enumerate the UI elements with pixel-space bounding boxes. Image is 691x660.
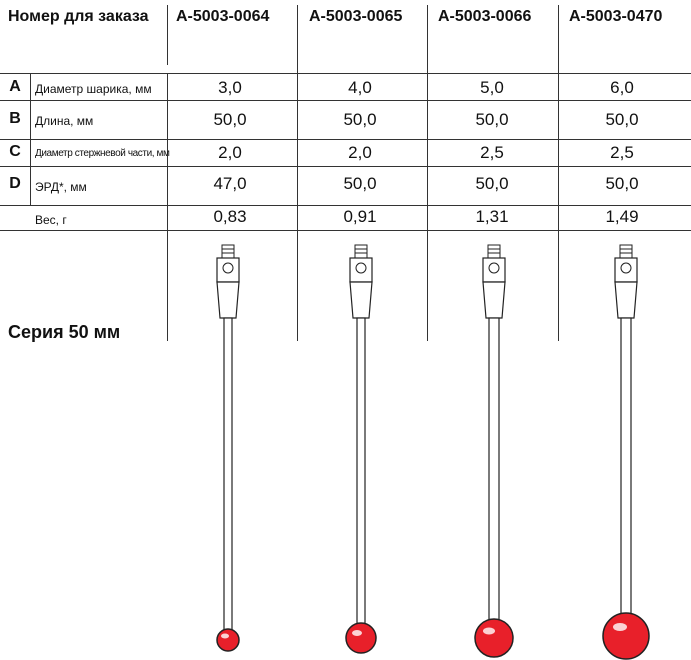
row-label-weight: Вес, г	[35, 213, 67, 227]
divider-v-2	[427, 5, 428, 341]
cell-c-2: 2,0	[348, 143, 372, 162]
cell-a-2: 4,0	[348, 78, 372, 97]
rule-3	[0, 166, 691, 167]
row-label-d: ЭРД*, мм	[35, 180, 87, 194]
row-letter-c: C	[9, 143, 21, 160]
divider-v-3	[558, 5, 559, 341]
row-letter-d: D	[9, 175, 21, 192]
row-letter-b: B	[9, 110, 21, 127]
rule-2	[0, 139, 691, 140]
col-header-4: A-5003-0470	[569, 8, 663, 25]
cell-b-4: 50,0	[605, 110, 639, 129]
divider-v-1	[297, 5, 298, 341]
row-letter-a: A	[9, 78, 21, 95]
col-header-2: A-5003-0065	[309, 8, 403, 25]
row-label-a: Диаметр шарика, мм	[35, 82, 152, 96]
col-header-3: A-5003-0066	[438, 8, 532, 25]
col-header-1: A-5003-0064	[176, 8, 270, 25]
rule-4	[0, 205, 691, 206]
stylus-illustration-2	[345, 244, 377, 654]
row-label-c: Диаметр стержневой части, мм	[35, 148, 170, 159]
cell-d-4: 50,0	[605, 174, 639, 193]
cell-a-4: 6,0	[610, 78, 634, 97]
cell-c-3: 2,5	[480, 143, 504, 162]
cell-b-1: 50,0	[213, 110, 247, 129]
cell-c-1: 2,0	[218, 143, 242, 162]
cell-c-4: 2,5	[610, 143, 634, 162]
rule-top	[0, 73, 691, 74]
series-label: Серия 50 мм	[8, 322, 121, 342]
cell-d-1: 47,0	[213, 174, 247, 193]
cell-weight-4: 1,49	[605, 207, 639, 226]
stylus-illustration-4	[602, 244, 650, 660]
stylus-illustration-3	[474, 244, 514, 658]
cell-a-1: 3,0	[218, 78, 242, 97]
cell-d-2: 50,0	[343, 174, 377, 193]
cell-d-3: 50,0	[475, 174, 509, 193]
cell-b-3: 50,0	[475, 110, 509, 129]
cell-a-3: 5,0	[480, 78, 504, 97]
order-number-label: Номер для заказа	[8, 8, 149, 25]
row-label-b: Длина, мм	[35, 114, 94, 128]
cell-weight-1: 0,83	[213, 207, 247, 226]
divider-v-series	[167, 205, 168, 341]
divider-v-label	[167, 5, 168, 65]
rule-5	[0, 230, 691, 231]
rule-1	[0, 100, 691, 101]
cell-b-2: 50,0	[343, 110, 377, 129]
cell-weight-2: 0,91	[343, 207, 377, 226]
cell-weight-3: 1,31	[475, 207, 509, 226]
stylus-illustration-1	[216, 244, 240, 652]
